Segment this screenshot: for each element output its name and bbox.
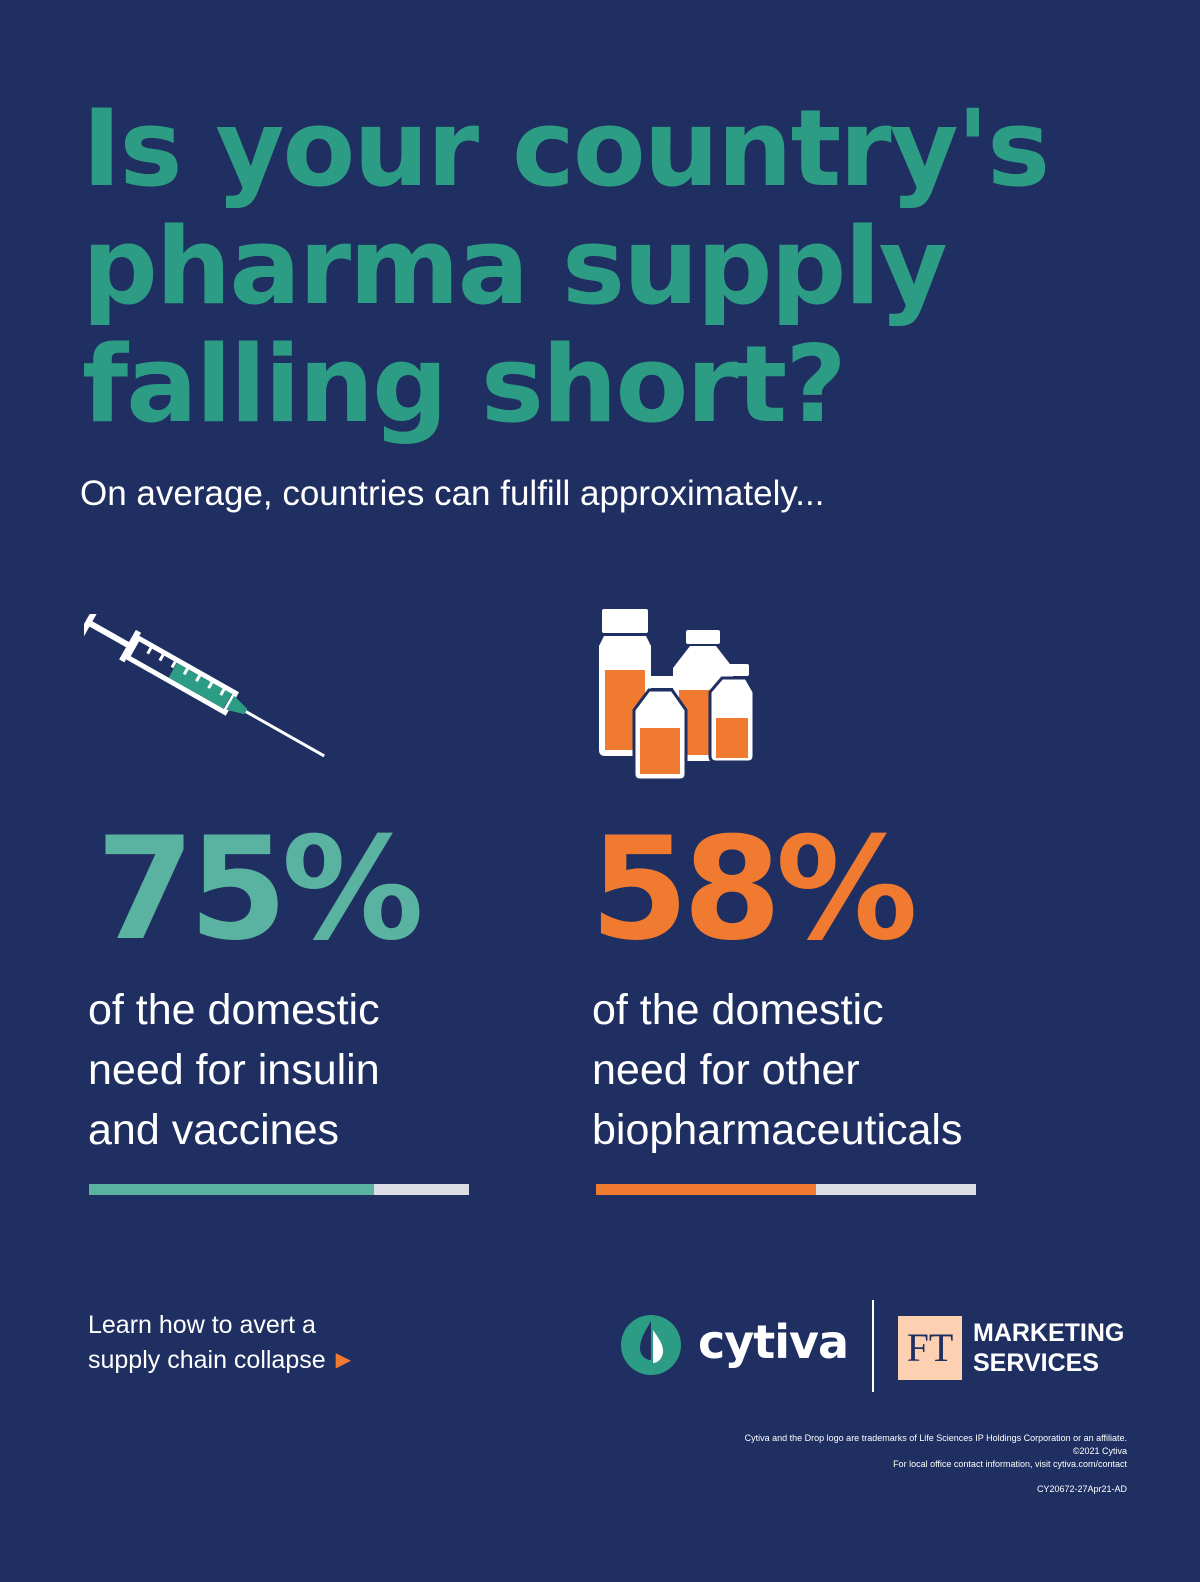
progress-bar-fill: [89, 1184, 374, 1195]
stat-value-insulin: 75%: [96, 807, 424, 972]
progress-bar-fill: [596, 1184, 817, 1195]
ft-logo: FT: [898, 1316, 962, 1380]
stat-description-line: biopharmaceuticals: [592, 1106, 963, 1154]
progress-bar-insulin: [89, 1184, 469, 1195]
legal-line: For local office contact information, vi…: [893, 1459, 1127, 1469]
ft-text-line: SERVICES: [973, 1349, 1099, 1377]
legal-line: Cytiva and the Drop logo are trademarks …: [744, 1433, 1127, 1443]
stat-value-biopharma: 58%: [590, 807, 918, 972]
headline: Is your country's pharma supply falling …: [82, 90, 1142, 444]
stat-description-line: and vaccines: [88, 1106, 339, 1154]
headline-line: pharma supply: [82, 205, 948, 328]
stat-description-line: need for insulin: [88, 1046, 380, 1094]
logo-divider: [872, 1300, 874, 1392]
ft-text-line: MARKETING: [973, 1319, 1125, 1347]
vials-icon: [599, 609, 756, 782]
cta-line: Learn how to avert a: [88, 1311, 316, 1339]
legal-notice: Cytiva and the Drop logo are trademarks …: [745, 1432, 1127, 1496]
progress-bar-biopharma: [596, 1184, 976, 1195]
stat-description-insulin: of the domestic need for insulin and vac…: [88, 980, 380, 1160]
cta-line: supply chain collapse: [88, 1346, 326, 1374]
play-arrow-icon: ▶: [335, 1349, 352, 1371]
stat-description-line: need for other: [592, 1046, 860, 1094]
syringe-icon: [84, 614, 325, 758]
legal-line: ©2021 Cytiva: [1072, 1446, 1127, 1456]
document-code: CY20672-27Apr21-AD: [1036, 1484, 1127, 1494]
ft-marketing-services: MARKETING SERVICES: [973, 1318, 1124, 1378]
cytiva-drop-logo: [621, 1315, 681, 1375]
cta-link[interactable]: Learn how to avert a supply chain collap…: [88, 1308, 351, 1378]
cytiva-logo-text: cytiva: [698, 1315, 849, 1369]
subtitle: On average, countries can fulfill approx…: [80, 474, 825, 513]
stat-description-line: of the domestic: [592, 986, 884, 1034]
headline-line: falling short?: [82, 323, 847, 446]
cta-line-with-arrow: supply chain collapse ▶: [88, 1343, 351, 1378]
headline-line: Is your country's: [82, 87, 1050, 210]
stat-description-biopharma: of the domestic need for other biopharma…: [592, 980, 962, 1160]
stat-description-line: of the domestic: [88, 986, 380, 1034]
